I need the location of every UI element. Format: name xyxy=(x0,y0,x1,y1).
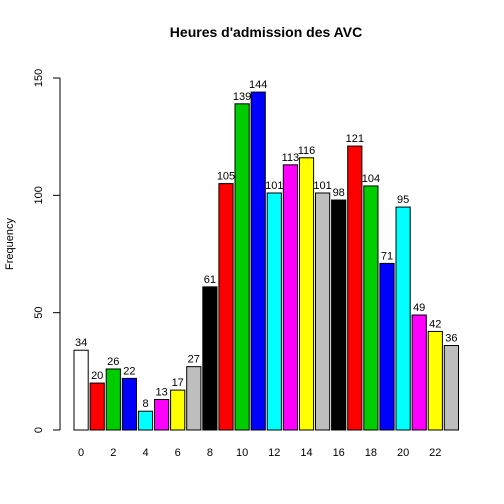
bar xyxy=(411,314,427,431)
bar xyxy=(282,164,298,431)
chart-title: Heures d'admission des AVC xyxy=(170,24,362,40)
data-label: 20 xyxy=(91,370,103,382)
data-label: 49 xyxy=(413,302,425,314)
data-label: 17 xyxy=(172,377,184,389)
y-tick-label: 150 xyxy=(33,69,45,87)
bar xyxy=(363,185,379,431)
x-tick-label: 16 xyxy=(333,447,345,459)
data-label: 34 xyxy=(75,337,87,349)
bar xyxy=(443,345,459,431)
data-label: 26 xyxy=(107,356,119,368)
bar xyxy=(427,330,443,431)
data-label: 8 xyxy=(142,398,148,410)
data-labels-group: 3420262281317276110513914410111311610198… xyxy=(75,79,458,410)
data-label: 42 xyxy=(429,318,441,330)
bar xyxy=(154,398,170,431)
bar xyxy=(121,377,138,431)
data-label: 95 xyxy=(397,194,409,206)
y-tick-label: 100 xyxy=(33,186,45,204)
data-label: 36 xyxy=(445,333,457,345)
y-axis: 0 50 100 150 xyxy=(33,69,61,433)
bar xyxy=(137,410,154,431)
bar xyxy=(170,389,186,431)
bar xyxy=(218,183,234,431)
x-tick-label: 0 xyxy=(78,447,84,459)
data-label: 121 xyxy=(346,133,364,145)
bar xyxy=(73,349,89,431)
x-tick-label: 12 xyxy=(268,447,280,459)
data-label: 71 xyxy=(381,250,393,262)
x-tick-label: 8 xyxy=(207,447,213,459)
bars-group xyxy=(73,91,459,431)
data-label: 22 xyxy=(123,365,135,377)
x-axis: 0 2 4 6 8 10 12 14 16 18 20 22 xyxy=(78,447,441,459)
bar xyxy=(250,91,266,431)
y-tick-label: 50 xyxy=(33,307,45,319)
bar xyxy=(202,286,218,431)
bar xyxy=(347,145,363,431)
data-label: 113 xyxy=(282,152,300,164)
bar xyxy=(266,192,282,431)
bar xyxy=(186,366,202,431)
data-label: 144 xyxy=(249,79,267,91)
x-tick-label: 22 xyxy=(429,447,441,459)
data-label: 116 xyxy=(298,145,316,157)
x-tick-label: 4 xyxy=(142,447,148,459)
bar xyxy=(105,368,121,431)
bar xyxy=(331,199,347,431)
bar xyxy=(379,262,395,431)
bar xyxy=(315,192,331,431)
data-label: 61 xyxy=(204,274,216,286)
x-tick-label: 14 xyxy=(300,447,312,459)
data-label: 101 xyxy=(265,180,283,192)
data-label: 104 xyxy=(362,173,380,185)
data-label: 139 xyxy=(233,91,251,103)
x-tick-label: 2 xyxy=(110,447,116,459)
y-axis-label: Frequency xyxy=(4,218,16,270)
bar xyxy=(89,382,105,431)
x-tick-label: 10 xyxy=(236,447,248,459)
y-tick-label: 0 xyxy=(33,427,45,433)
data-label: 98 xyxy=(333,187,345,199)
bar xyxy=(234,103,250,431)
x-tick-label: 6 xyxy=(175,447,181,459)
data-label: 13 xyxy=(155,386,167,398)
bar xyxy=(298,157,315,431)
bar xyxy=(395,206,411,431)
x-tick-label: 20 xyxy=(397,447,409,459)
data-label: 105 xyxy=(217,171,235,183)
x-tick-label: 18 xyxy=(365,447,377,459)
data-label: 101 xyxy=(313,180,331,192)
data-label: 27 xyxy=(188,354,200,366)
